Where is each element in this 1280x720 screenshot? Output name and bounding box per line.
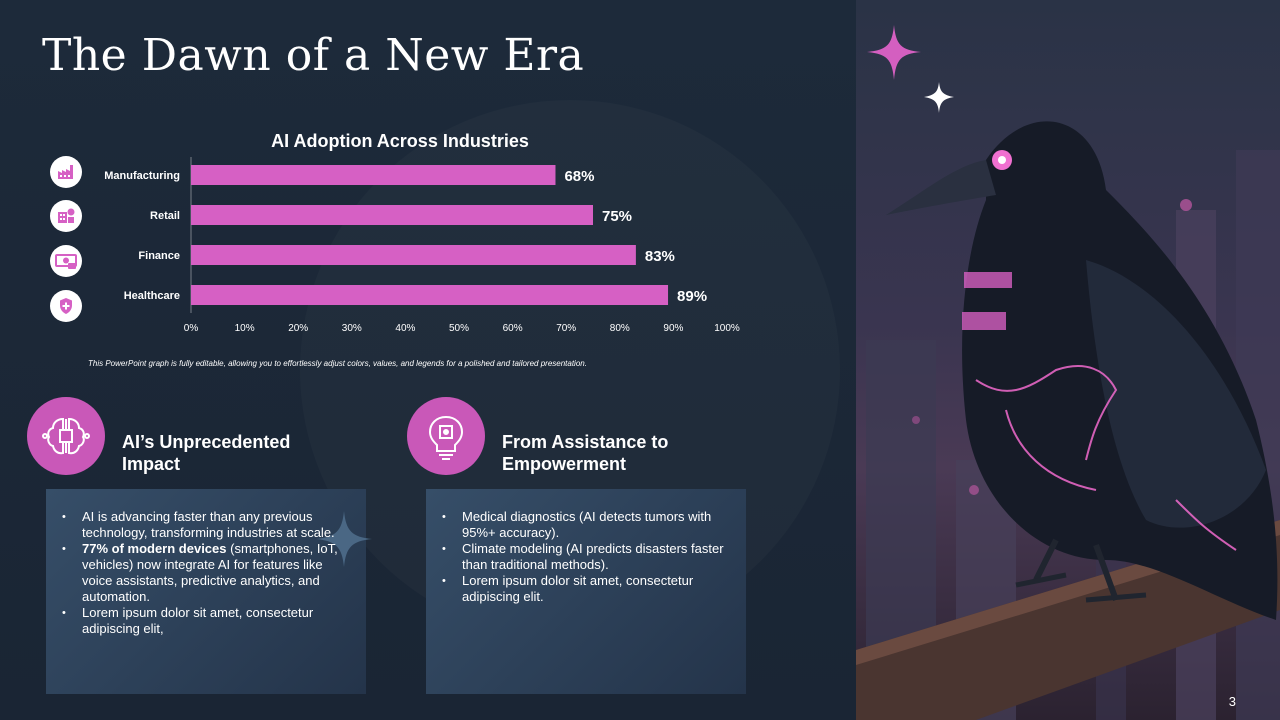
bar-chart: Manufacturing 68% Retail 75% Finance 83% Healt… xyxy=(104,157,740,334)
category-label: Finance xyxy=(138,250,180,262)
list-item: AI is advancing faster than any previous… xyxy=(62,509,346,541)
tick-label: 100% xyxy=(714,323,740,334)
tick-label: 0% xyxy=(184,323,199,334)
bar xyxy=(191,245,636,265)
category-label: Manufacturing xyxy=(104,170,180,182)
category-label: Healthcare xyxy=(124,290,180,302)
tick-label: 50% xyxy=(449,323,469,334)
bar xyxy=(191,205,593,225)
list-item: Lorem ipsum dolor sit amet, consectetur … xyxy=(442,573,726,605)
data-label: 75% xyxy=(602,208,632,225)
raven-image xyxy=(856,0,1280,720)
data-label: 89% xyxy=(677,288,707,305)
money-icon xyxy=(50,245,82,277)
tick-label: 10% xyxy=(235,323,255,334)
tick-label: 40% xyxy=(395,323,415,334)
impact-card: AI is advancing faster than any previous… xyxy=(46,489,372,694)
data-label: 83% xyxy=(645,248,675,265)
tick-label: 60% xyxy=(503,323,523,334)
section-heading-empowerment: From Assistance to Empowerment xyxy=(502,432,669,474)
tick-label: 20% xyxy=(288,323,308,334)
list-item: Medical diagnostics (AI detects tumors w… xyxy=(442,509,726,541)
tick-label: 30% xyxy=(342,323,362,334)
chart-note: This PowerPoint graph is fully editable,… xyxy=(88,359,587,368)
page-number: 3 xyxy=(1228,694,1236,709)
shop-icon xyxy=(50,200,82,232)
data-label: 68% xyxy=(564,168,594,185)
list-item: Lorem ipsum dolor sit amet, consectetur … xyxy=(62,605,346,637)
bar xyxy=(191,285,669,305)
section-heading-impact: AI’s Unprecedented Impact xyxy=(122,432,291,474)
brain-circuit-icon xyxy=(27,397,105,475)
brain-bulb-icon xyxy=(407,397,485,475)
tick-label: 70% xyxy=(556,323,576,334)
list-item: 77% of modern devices (smartphones, IoT,… xyxy=(62,541,346,605)
tick-label: 80% xyxy=(610,323,630,334)
bar xyxy=(191,165,556,185)
factory-icon xyxy=(50,156,82,188)
slide-title: The Dawn of a New Era xyxy=(42,30,585,81)
empowerment-card: Medical diagnostics (AI detects tumors w… xyxy=(426,489,746,694)
chart-title: AI Adoption Across Industries xyxy=(271,131,529,151)
category-label: Retail xyxy=(150,210,180,222)
tick-label: 90% xyxy=(663,323,683,334)
list-item: Climate modeling (AI predicts disasters … xyxy=(442,541,726,573)
shield-plus-icon xyxy=(50,290,82,322)
